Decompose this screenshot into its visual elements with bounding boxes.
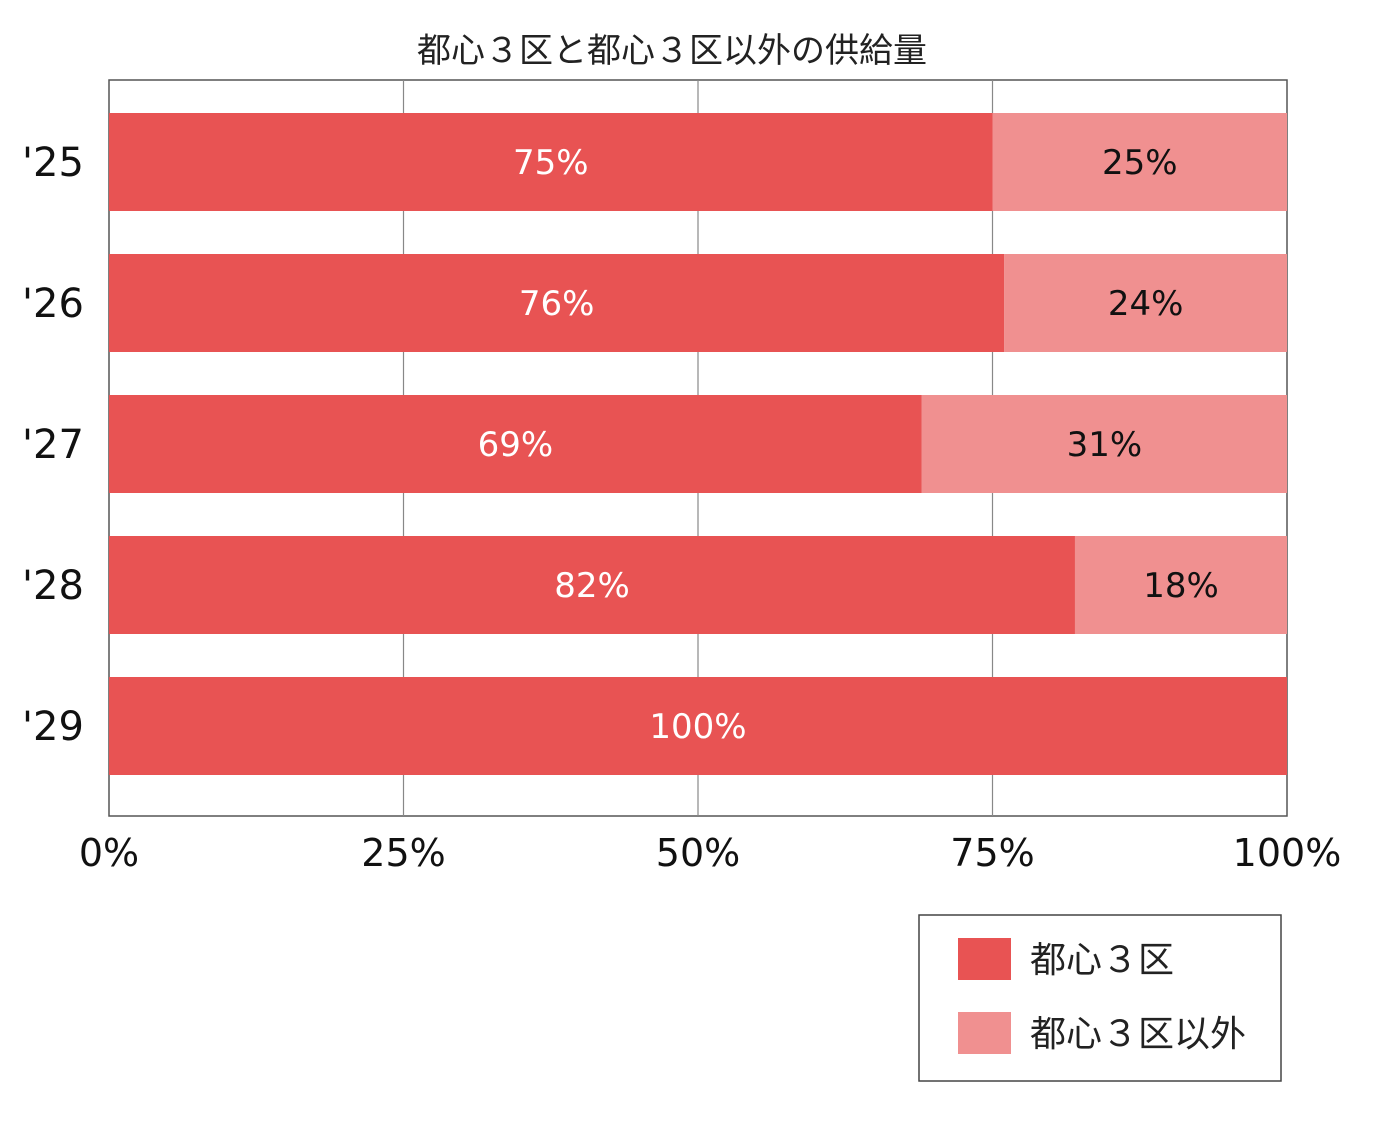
data-label-tokyo-3-wards-4: 100%	[649, 707, 746, 747]
x-tick-label-25: 25%	[361, 831, 445, 875]
category-label-4: '29	[22, 704, 84, 750]
category-label-2: '27	[22, 422, 84, 468]
x-tick-label-50: 50%	[656, 831, 740, 875]
chart-title: 都心３区と都心３区以外の供給量	[417, 31, 927, 71]
category-label-3: '28	[22, 563, 84, 609]
data-label-other-wards-3: 18%	[1143, 566, 1219, 606]
data-label-tokyo-3-wards-0: 75%	[513, 143, 589, 183]
data-label-tokyo-3-wards-2: 69%	[478, 425, 554, 465]
legend: 都心３区 都心３区以外	[918, 914, 1282, 1082]
bar-tokyo-3-wards-0	[109, 113, 993, 211]
bars: 75% 25% 76% 24% 69% 31% 82% 18% 100%	[109, 113, 1287, 775]
bar-tokyo-3-wards-3	[109, 536, 1075, 634]
legend-label-tokyo-3-wards: 都心３区	[1030, 940, 1174, 981]
data-label-other-wards-2: 31%	[1067, 425, 1143, 465]
bar-tokyo-3-wards-1	[109, 254, 1005, 352]
data-label-other-wards-0: 25%	[1102, 143, 1178, 183]
bar-other-wards-3	[1074, 536, 1287, 634]
x-tick-label-0: 0%	[79, 831, 139, 875]
category-labels: '25 '26 '27 '28 '29	[22, 140, 84, 750]
x-tick-labels: 0% 25% 50% 75% 100%	[79, 831, 1341, 875]
bar-other-wards-0	[992, 113, 1287, 211]
bar-other-wards-2	[921, 395, 1287, 493]
x-tick-label-75: 75%	[950, 831, 1034, 875]
data-label-tokyo-3-wards-1: 76%	[519, 284, 595, 324]
bar-other-wards-1	[1004, 254, 1287, 352]
bar-tokyo-3-wards-4	[109, 677, 1287, 775]
x-tick-label-100: 100%	[1233, 831, 1342, 875]
legend-swatch-tokyo-3-wards	[958, 938, 1011, 980]
legend-swatch-other-wards	[958, 1012, 1011, 1054]
category-label-1: '26	[22, 281, 84, 327]
bar-tokyo-3-wards-2	[109, 395, 922, 493]
category-label-0: '25	[22, 140, 84, 186]
data-label-tokyo-3-wards-3: 82%	[554, 566, 630, 606]
legend-label-other-wards: 都心３区以外	[1030, 1014, 1246, 1055]
data-label-other-wards-1: 24%	[1108, 284, 1184, 324]
